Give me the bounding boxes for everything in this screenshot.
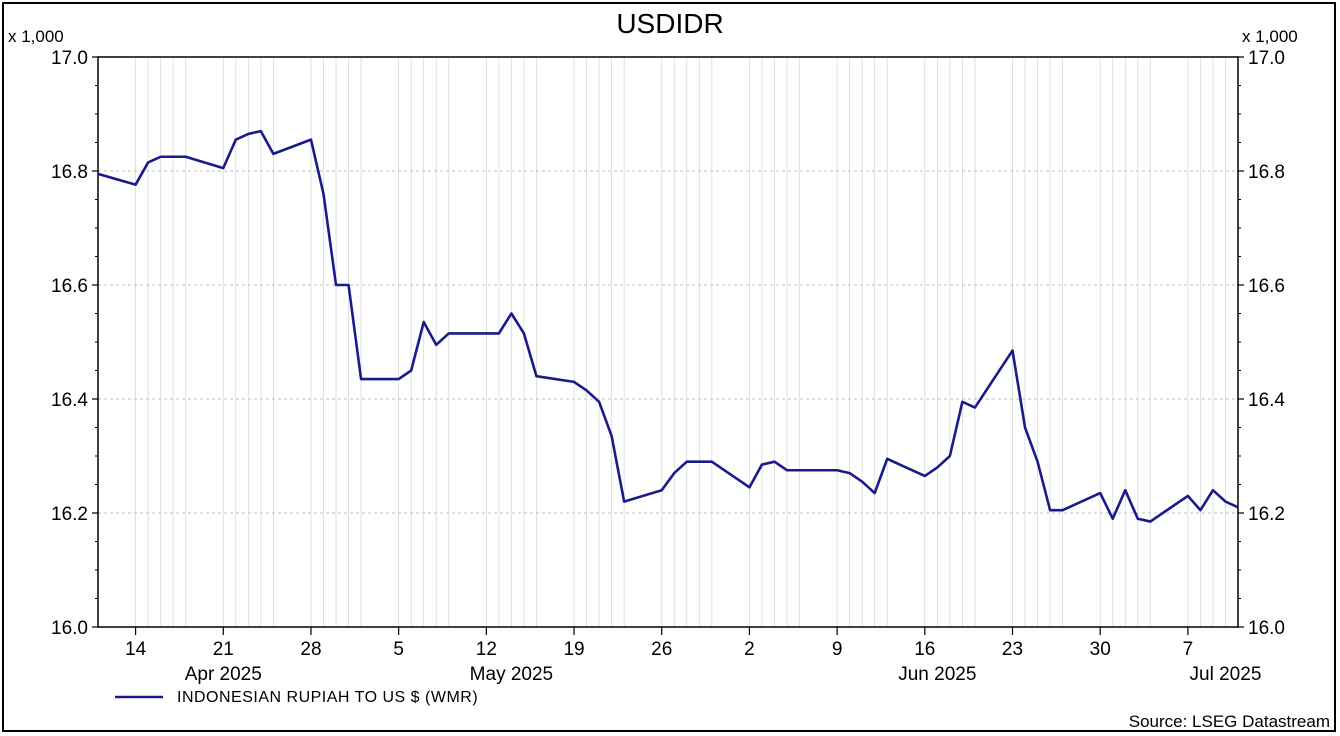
x-tick-label: 26 [651, 639, 672, 660]
y-multiplier-left: x 1,000 [8, 27, 64, 46]
y-tick-label-left: 17.0 [51, 48, 88, 69]
source-note: Source: LSEG Datastream [1129, 712, 1330, 731]
chart-title: USDIDR [616, 8, 723, 39]
plot-area [97, 56, 1239, 628]
y-tick-label-left: 16.6 [51, 276, 88, 297]
x-tick-label: 2 [744, 639, 755, 660]
x-tick-label: 14 [125, 639, 147, 660]
series-line-usdidr [97, 129, 1239, 523]
x-tick-label: 12 [476, 639, 497, 660]
x-month-label: Apr 2025 [185, 664, 262, 685]
series-group [97, 129, 1239, 523]
y-tick-label-right: 16.2 [1248, 504, 1285, 525]
x-tick-label: 19 [563, 639, 584, 660]
x-tick-label: 28 [300, 639, 321, 660]
y-tick-label-right: 16.6 [1248, 276, 1285, 297]
x-tick-label: 21 [213, 639, 234, 660]
y-multiplier-right: x 1,000 [1242, 27, 1298, 46]
y-tick-label-left: 16.8 [51, 162, 88, 183]
x-tick-label: 9 [832, 639, 843, 660]
y-tick-label-right: 16.8 [1248, 162, 1285, 183]
x-tick-label: 7 [1183, 639, 1194, 660]
y-tick-label-right: 16.4 [1248, 390, 1285, 411]
x-month-label: Jul 2025 [1190, 664, 1262, 685]
y-tick-label-right: 17.0 [1248, 48, 1285, 69]
y-tick-label-left: 16.4 [51, 390, 88, 411]
x-tick-label: 16 [914, 639, 935, 660]
y-axis-ticks: 16.0 16.0 16.2 16.2 16.4 16.4 16.6 16.6 16.8 16.8… [51, 48, 1285, 639]
y-tick-label-right: 16.0 [1248, 618, 1285, 639]
x-axis-ticks: 14 21 28 5 12 19 26 2 9 16 23 30 7 Apr 2025 May 2025 Ju… [125, 627, 1261, 685]
x-month-label: Jun 2025 [898, 664, 976, 685]
legend-label: INDONESIAN RUPIAH TO US $ (WMR) [177, 689, 478, 706]
x-tick-label: 5 [393, 639, 404, 660]
y-tick-label-left: 16.2 [51, 504, 88, 525]
x-tick-label: 30 [1090, 639, 1111, 660]
grid-lines [97, 56, 1239, 628]
legend: INDONESIAN RUPIAH TO US $ (WMR) [115, 689, 478, 706]
x-month-label: May 2025 [470, 664, 553, 685]
y-tick-label-left: 16.0 [51, 618, 88, 639]
x-tick-label: 23 [1002, 639, 1023, 660]
